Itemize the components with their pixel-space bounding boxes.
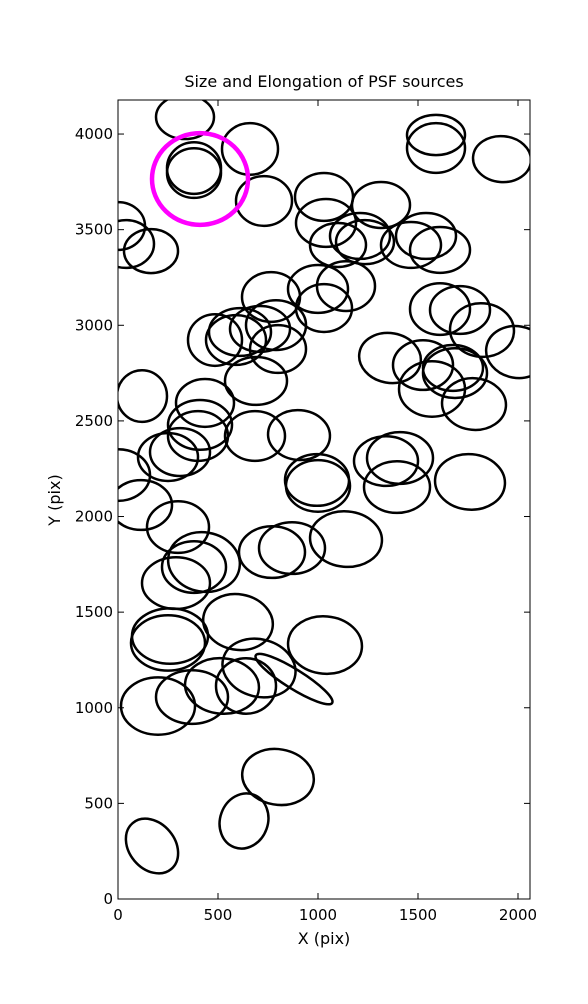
psf-ellipse <box>254 652 334 706</box>
psf-ellipse <box>484 324 530 380</box>
y-tick-label: 2000 <box>75 508 113 526</box>
plot-frame <box>117 99 531 900</box>
psf-ellipse <box>365 430 435 486</box>
psf-ellipse <box>186 312 244 368</box>
psf-ellipse <box>174 377 236 429</box>
psf-ellipse <box>228 304 292 354</box>
psf-ellipse <box>471 134 530 184</box>
plot-marks <box>118 100 530 875</box>
psf-ellipse <box>119 676 197 736</box>
psf-ellipse <box>154 100 216 141</box>
psf-ellipse <box>362 460 432 515</box>
x-tick-label: 0 <box>113 906 123 924</box>
psf-ellipse <box>408 281 472 337</box>
x-tick-label: 2000 <box>499 906 537 924</box>
y-tick-label: 2500 <box>75 412 113 430</box>
psf-ellipse <box>308 510 384 569</box>
psf-ellipse <box>240 747 316 807</box>
psf-ellipse <box>214 656 278 715</box>
psf-ellipse <box>334 218 396 266</box>
psf-ellipse <box>394 211 458 261</box>
psf-ellipse <box>234 174 294 228</box>
y-tick-label: 3000 <box>75 316 113 334</box>
psf-ellipse <box>433 452 507 511</box>
x-tick-label: 1500 <box>399 906 437 924</box>
psf-ellipse <box>293 171 355 223</box>
psf-ellipse <box>284 458 352 513</box>
psf-ellipse <box>129 613 207 672</box>
y-tick-label: 500 <box>84 794 113 812</box>
y-tick-label: 4000 <box>75 125 113 143</box>
y-tick-label: 1500 <box>75 603 113 621</box>
psf-ellipse <box>160 539 228 595</box>
psf-ellipse <box>118 218 156 270</box>
x-tick-label: 1000 <box>299 906 337 924</box>
psf-ellipse <box>145 499 211 555</box>
psf-ellipse <box>405 113 467 157</box>
psf-ellipse <box>140 556 212 611</box>
psf-ellipse <box>124 817 180 875</box>
highlight-ellipse <box>149 130 251 228</box>
psf-ellipse <box>308 221 368 269</box>
psf-ellipse <box>440 376 508 432</box>
psf-ellipse <box>352 434 420 488</box>
psf-ellipse <box>294 197 358 249</box>
psf-ellipse <box>294 282 354 334</box>
psf-ellipse <box>248 323 308 375</box>
psf-ellipse <box>315 259 377 313</box>
psf-ellipse <box>286 615 364 676</box>
psf-ellipse <box>118 368 169 424</box>
psf-ellipse <box>328 211 392 261</box>
psf-ellipse <box>421 343 485 393</box>
psf-ellipse <box>405 121 467 175</box>
y-tick-label: 3500 <box>75 221 113 239</box>
psf-ellipse <box>148 426 212 478</box>
psf-ellipse <box>166 398 234 452</box>
psf-ellipse <box>118 478 174 532</box>
psf-ellipse <box>408 225 472 275</box>
psf-ellipse <box>257 521 327 576</box>
psf-ellipse <box>201 592 275 652</box>
psf-ellipse <box>379 220 443 270</box>
psf-ellipse <box>122 227 180 275</box>
y-axis-label: Y (pix) <box>45 474 64 526</box>
y-tick-label: 1000 <box>75 699 113 717</box>
chart-title: Size and Elongation of PSF sources <box>184 72 463 91</box>
psf-ellipse <box>391 338 455 392</box>
x-axis-label: X (pix) <box>298 929 351 948</box>
psf-ellipse <box>448 301 516 359</box>
psf-ellipse <box>286 263 350 315</box>
psf-ellipse <box>165 146 223 200</box>
psf-ellipse <box>223 409 287 463</box>
x-tick-label: 500 <box>204 906 233 924</box>
y-tick-label: 0 <box>103 890 113 908</box>
psf-ellipse <box>207 306 273 358</box>
psf-ellipse <box>428 284 492 336</box>
